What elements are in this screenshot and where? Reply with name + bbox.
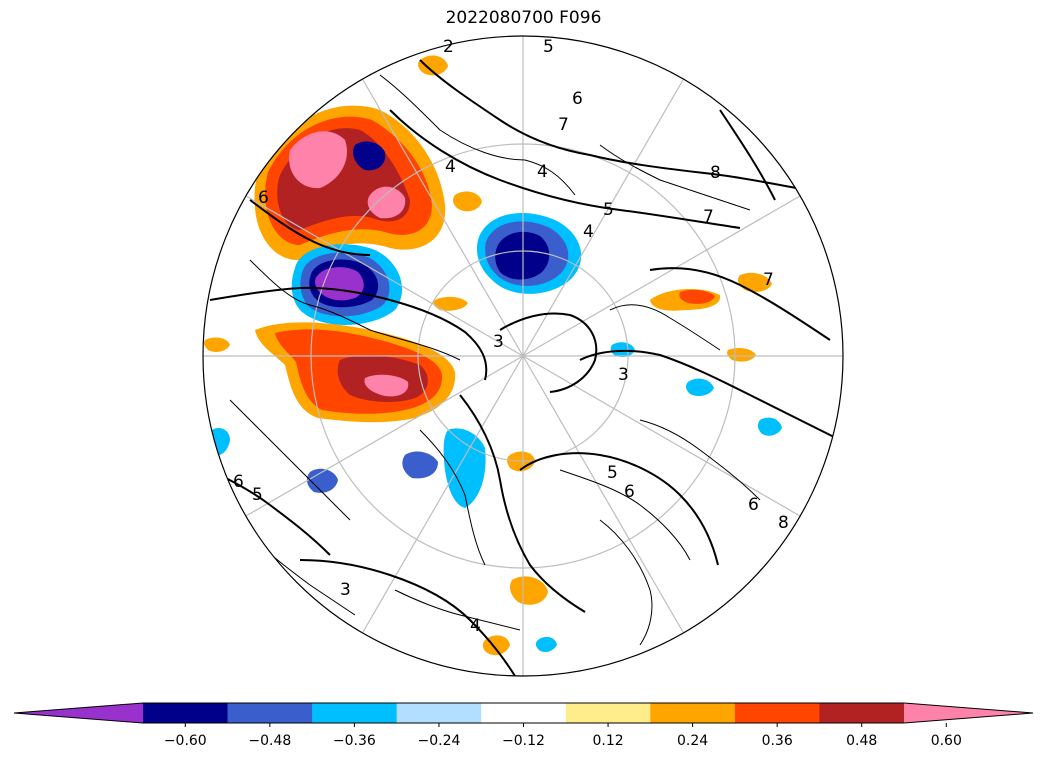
map-boundary <box>202 35 844 677</box>
contour-label: 5 <box>607 463 618 483</box>
contour-label: 8 <box>710 163 721 183</box>
contour-label: 5 <box>252 485 263 505</box>
contour-label: 6 <box>258 188 269 208</box>
anomaly-positive-region <box>417 55 448 76</box>
colorbar-tick-label: 0.24 <box>677 733 708 749</box>
colorbar-tick-label: −0.48 <box>248 733 291 749</box>
contour-label: 3 <box>493 332 504 352</box>
anomaly-positive-region <box>204 337 230 353</box>
contour-label: 2 <box>443 37 454 57</box>
contour-label: 7 <box>763 270 774 290</box>
colorbar-segment <box>396 703 482 723</box>
anomaly-positive-region <box>367 186 406 219</box>
contour-label: 6 <box>233 472 244 492</box>
colorbar-segment <box>734 703 820 723</box>
contour-label: 5 <box>543 37 554 57</box>
colorbar-tick-label: −0.12 <box>502 733 545 749</box>
colorbar-outline <box>13 702 1034 724</box>
contour-label: 3 <box>340 580 351 600</box>
anomaly-positive-region <box>364 374 409 397</box>
colorbar: −0.60 −0.48 −0.36 −0.24 −0.12 0.12 0.24 0.36 0.4… <box>13 702 1034 749</box>
anomaly-positive-region <box>679 289 715 304</box>
contour-labels: 2 3 3 3 4 4 4 4 5 5 5 5 6 6 6 6 6 7 7 7 … <box>233 37 789 636</box>
anomaly-negative-region <box>306 468 338 493</box>
graticule <box>203 36 843 676</box>
map-title: 2022080700 F096 <box>445 8 602 28</box>
colorbar-segment <box>819 703 905 723</box>
map-content <box>203 36 843 676</box>
colorbar-tick-label: −0.24 <box>417 733 460 749</box>
contour-label: 4 <box>583 222 594 242</box>
contour-label: 6 <box>624 482 635 502</box>
colorbar-segment <box>312 703 398 723</box>
anomaly-negative-region <box>402 451 438 479</box>
colorbar-segment <box>650 703 736 723</box>
colorbar-tick-label: 0.48 <box>846 733 877 749</box>
colorbar-tick-label: −0.60 <box>164 733 207 749</box>
anomaly-negative-region <box>757 417 782 436</box>
contour-label: 4 <box>470 616 481 636</box>
contour-label: 7 <box>703 207 714 227</box>
anomaly-negative-region <box>535 636 557 653</box>
contour-label: 5 <box>603 200 614 220</box>
anomaly-positive-region <box>433 296 468 311</box>
colorbar-segment <box>227 703 313 723</box>
colorbar-segment <box>143 703 229 723</box>
contour-label: 3 <box>618 365 629 385</box>
anomaly-negative-region <box>610 342 635 358</box>
anomaly-negative-region <box>495 231 550 280</box>
anomaly-negative-region <box>353 141 386 171</box>
contour-label: 7 <box>558 115 569 135</box>
anomaly-shading <box>204 55 782 656</box>
colorbar-extend-high <box>904 703 1033 723</box>
anomaly-negative-region <box>685 378 714 396</box>
colorbar-tick-label: 0.12 <box>592 733 623 749</box>
contour-label: 4 <box>537 162 548 182</box>
anomaly-negative-region <box>443 428 486 508</box>
anomaly-positive-region <box>452 191 482 212</box>
colorbar-tick-label: −0.36 <box>333 733 376 749</box>
colorbar-tick-label: 0.36 <box>762 733 793 749</box>
contour-label: 4 <box>445 157 456 177</box>
colorbar-tick-label: 0.60 <box>931 733 962 749</box>
contour-label: 6 <box>572 89 583 109</box>
colorbar-extend-low <box>14 703 143 723</box>
colorbar-segments <box>13 702 1034 724</box>
polar-map: 2 3 3 3 4 4 4 4 5 5 5 5 6 6 6 6 6 7 7 7 … <box>202 35 844 677</box>
colorbar-segment <box>565 703 651 723</box>
anomaly-positive-region <box>727 347 756 362</box>
colorbar-ticks: −0.60 −0.48 −0.36 −0.24 −0.12 0.12 0.24 0.36 0.4… <box>164 723 962 749</box>
anomaly-positive-region <box>510 576 548 605</box>
anomaly-positive-region <box>289 131 348 189</box>
contour-label: 8 <box>778 513 789 533</box>
contour-label: 6 <box>748 495 759 515</box>
colorbar-segment <box>481 703 567 723</box>
